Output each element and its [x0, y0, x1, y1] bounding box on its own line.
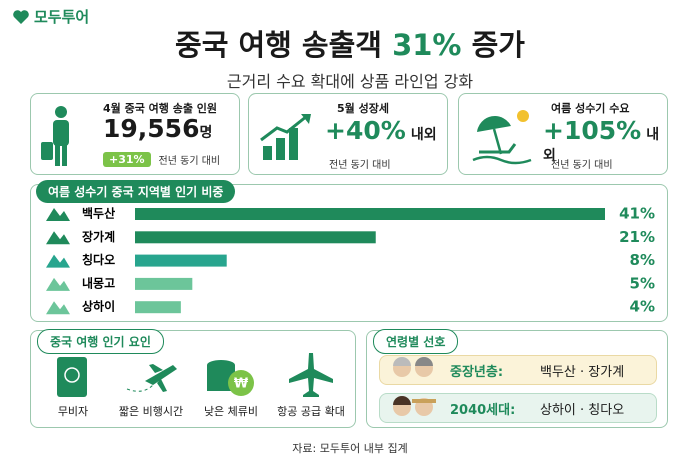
title-prefix: 중국 여행 송출객: [175, 28, 382, 62]
card-badge: +31%: [103, 152, 151, 167]
value-label: 41%: [619, 205, 655, 223]
region-label: 내몽고: [82, 275, 115, 290]
card: 여름 성수기 수요 +105% 내외 전년 동기 대비: [458, 93, 668, 175]
region-icon: [46, 254, 70, 268]
factor-label: 짧은 비행시간: [118, 405, 184, 418]
value-label: 5%: [630, 274, 655, 292]
factors-panel: 중국 여행 인기 요인 ₩ 무비자 짧은 비행시간 낮은 체류비 항공 공급 확…: [30, 329, 356, 428]
region-label: 장가계: [82, 229, 115, 244]
age-group: 중장년층:: [450, 364, 504, 380]
card-unit: 명: [199, 125, 213, 141]
title: 중국 여행 송출객 31% 증가: [0, 22, 700, 64]
card-label: 5월 성장세: [337, 102, 389, 115]
title-highlight: 31%: [392, 28, 462, 62]
title-suffix: 증가: [471, 28, 525, 62]
region-label: 백두산: [82, 206, 115, 221]
chart-title: 여름 성수기 중국 지역별 인기 비중: [36, 180, 236, 203]
youth-icon: [393, 396, 436, 416]
logo-text: 모두투어: [34, 8, 90, 26]
card-value: 19,556: [103, 114, 200, 143]
subtitle: 근거리 수요 확대에 상품 라인업 강화: [226, 72, 474, 91]
factor-label: 낮은 체류비: [203, 405, 259, 418]
card-label: 4월 중국 여행 송출 인원: [103, 102, 218, 115]
logo: 모두투어: [12, 6, 89, 27]
age-panel: 연령별 선호 중장년층: 백두산 · 장가계 2040세대: 상하이 · 칭다오: [366, 329, 668, 428]
age-row: 중장년층: 백두산 · 장가계: [379, 355, 657, 385]
region-icon: [46, 277, 70, 291]
bar: [135, 231, 376, 244]
card-label: 여름 성수기 수요: [551, 102, 630, 115]
card-value: +40%: [325, 116, 406, 145]
plane-icon: [126, 364, 177, 392]
logo-heart: [13, 9, 29, 24]
region-icon: [46, 208, 70, 221]
bar: [135, 208, 605, 220]
card-note: 전년 동기 대비: [551, 160, 613, 171]
card-value: +105%: [543, 116, 642, 145]
card-unit: 내외: [543, 127, 660, 164]
bar: [135, 301, 181, 314]
age-title: 연령별 선호: [373, 329, 459, 354]
card-note: 전년 동기 대비: [329, 160, 391, 171]
card-note: 전년 동기 대비: [158, 156, 221, 167]
age-group: 2040세대:: [450, 402, 516, 418]
traveler-icon: [41, 106, 69, 166]
card: 4월 중국 여행 송출 인원 19,556명 +31% 전년 동기 대비: [30, 93, 240, 175]
card: 5월 성장세 +40% 내외 전년 동기 대비: [248, 93, 448, 175]
svg-text:₩: ₩: [234, 377, 249, 392]
coins-icon: ₩: [207, 360, 254, 396]
card-unit: 내외: [410, 127, 437, 143]
value-label: 8%: [630, 251, 655, 269]
growth-icon: [260, 114, 311, 160]
factor-label: 항공 공급 확대: [277, 405, 345, 418]
chart-panel: [30, 184, 668, 322]
age-destinations: 상하이 · 칭다오: [540, 402, 625, 418]
factors-title: 중국 여행 인기 요인: [37, 329, 164, 354]
factor-label: 무비자: [57, 405, 89, 418]
bar: [135, 277, 193, 290]
age-row: 2040세대: 상하이 · 칭다오: [379, 393, 657, 423]
value-label: 21%: [619, 228, 655, 246]
bar-chart: 백두산 41% 장가계 21% 칭다오 8% 내몽고 5% 상하이 4%: [46, 205, 655, 316]
airplane-icon: [289, 353, 333, 397]
region-icon: [46, 301, 70, 315]
bar: [135, 254, 227, 267]
region-label: 상하이: [82, 299, 115, 314]
value-label: 4%: [630, 298, 655, 316]
age-destinations: 백두산 · 장가계: [540, 364, 625, 380]
passport-icon: [57, 357, 87, 397]
beach-icon: [472, 110, 532, 165]
senior-icon: [393, 357, 433, 377]
source: 자료: 모두투어 내부 집계: [292, 442, 408, 455]
region-label: 칭다오: [82, 252, 115, 267]
region-icon: [46, 231, 70, 245]
